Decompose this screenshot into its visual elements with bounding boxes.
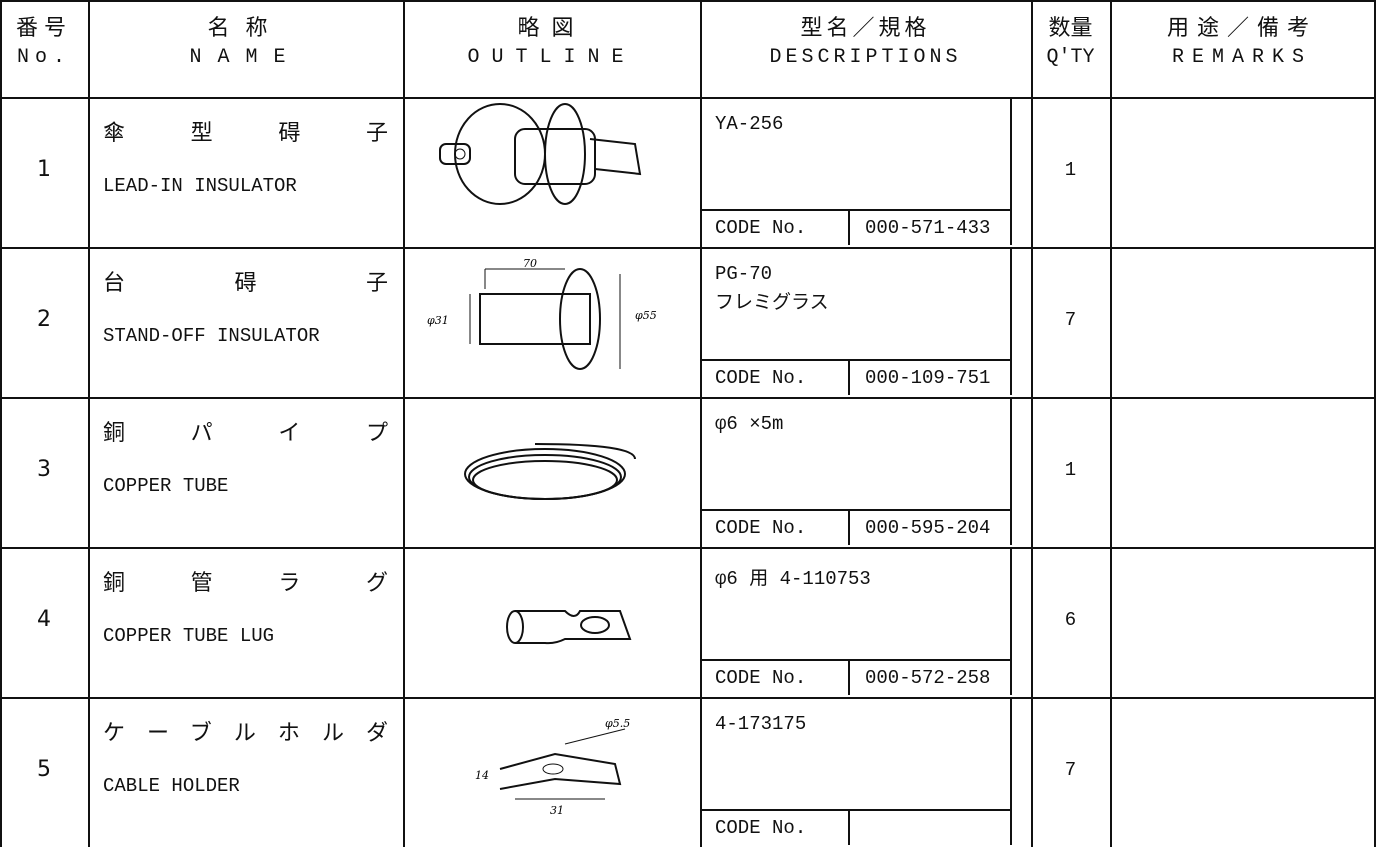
code-label: CODE No. <box>715 367 807 389</box>
rule <box>1010 697 1012 845</box>
rule <box>848 209 850 245</box>
header-label: 用途／備考 <box>1166 16 1317 41</box>
rule <box>0 97 1376 99</box>
description: 4-173175 <box>715 713 807 735</box>
name-ja: 台碍子 <box>103 271 388 296</box>
quantity: 7 <box>1064 759 1077 781</box>
header-label: DESCRIPTIONS <box>769 46 962 69</box>
rule <box>1010 547 1012 695</box>
description: YA-256 <box>715 113 784 135</box>
rule <box>848 509 850 545</box>
outline-drawing: 70 φ31 φ55 <box>427 257 657 370</box>
code-value: 000-109-751 <box>865 367 991 389</box>
row-number: 4 <box>37 607 51 632</box>
rule <box>1110 0 1112 847</box>
rule <box>1010 97 1012 245</box>
header-label: 名称 <box>207 16 284 41</box>
rule <box>700 0 702 847</box>
dimension-label: φ31 <box>427 314 449 327</box>
header-label: NAME <box>189 46 302 69</box>
header-label: 型名／規格 <box>800 16 931 41</box>
quantity: 7 <box>1064 309 1077 331</box>
rule <box>848 659 850 695</box>
header-label: REMARKS <box>1171 46 1312 69</box>
dimension-label: φ5.5 <box>605 717 630 730</box>
rule <box>1010 397 1012 545</box>
name-ja: 銅パイプ <box>103 421 388 446</box>
name-en: STAND-OFF INSULATOR <box>103 325 320 347</box>
code-value: 000-571-433 <box>865 217 991 239</box>
outline-drawing <box>439 103 642 205</box>
name-en: COPPER TUBE <box>103 475 229 497</box>
outline-drawing <box>506 610 632 645</box>
code-value: 000-572-258 <box>865 667 991 689</box>
header-label: Q'TY <box>1046 46 1095 69</box>
description: フレミグラス <box>715 292 829 314</box>
quantity: 6 <box>1064 609 1077 631</box>
row-number: 3 <box>37 457 51 482</box>
code-label: CODE No. <box>715 667 807 689</box>
code-label: CODE No. <box>715 817 807 839</box>
code-value: 000-595-204 <box>865 517 991 539</box>
name-en: LEAD-IN INSULATOR <box>103 175 297 197</box>
name-ja: ケーブルホルダ <box>103 721 388 746</box>
name-ja: 傘型碍子 <box>103 121 388 146</box>
name-en: COPPER TUBE LUG <box>103 625 275 647</box>
outline-drawing <box>464 443 636 500</box>
outline-drawing: φ5.5 14 31 <box>475 717 630 817</box>
rule <box>700 509 1010 511</box>
rule <box>0 697 1376 699</box>
description: φ6 ×5m <box>715 413 784 435</box>
rule <box>88 0 90 847</box>
rule <box>1010 247 1012 395</box>
header-label: 略図 <box>517 16 586 41</box>
rule <box>700 209 1010 211</box>
header-label: 番号 <box>15 16 72 41</box>
rule <box>0 397 1376 399</box>
rule <box>1031 0 1033 847</box>
rule <box>0 547 1376 549</box>
name-en: CABLE HOLDER <box>103 775 240 797</box>
rule <box>700 809 1010 811</box>
quantity: 1 <box>1064 159 1077 181</box>
rule <box>848 359 850 395</box>
row-number: 1 <box>37 157 51 182</box>
quantity: 1 <box>1064 459 1077 481</box>
row-number: 5 <box>37 757 51 782</box>
rule <box>1374 0 1376 847</box>
description: φ6 用 4-110753 <box>715 568 871 590</box>
name-ja: 銅管ラグ <box>103 571 388 596</box>
dimension-label: 14 <box>475 769 489 782</box>
header-label: 数量 <box>1048 16 1093 41</box>
code-label: CODE No. <box>715 517 807 539</box>
rule <box>0 0 1376 2</box>
header-label: OUTLINE <box>467 46 636 69</box>
dimension-label: 70 <box>523 257 537 270</box>
rule <box>403 0 405 847</box>
code-label: CODE No. <box>715 217 807 239</box>
rule <box>848 809 850 845</box>
header-label: No. <box>16 46 71 69</box>
rule <box>700 659 1010 661</box>
rule <box>0 247 1376 249</box>
row-number: 2 <box>37 307 51 332</box>
rule <box>700 359 1010 361</box>
dimension-label: 31 <box>550 804 564 817</box>
rule <box>0 0 2 847</box>
description: PG-70 <box>715 263 773 285</box>
dimension-label: φ55 <box>635 309 657 322</box>
